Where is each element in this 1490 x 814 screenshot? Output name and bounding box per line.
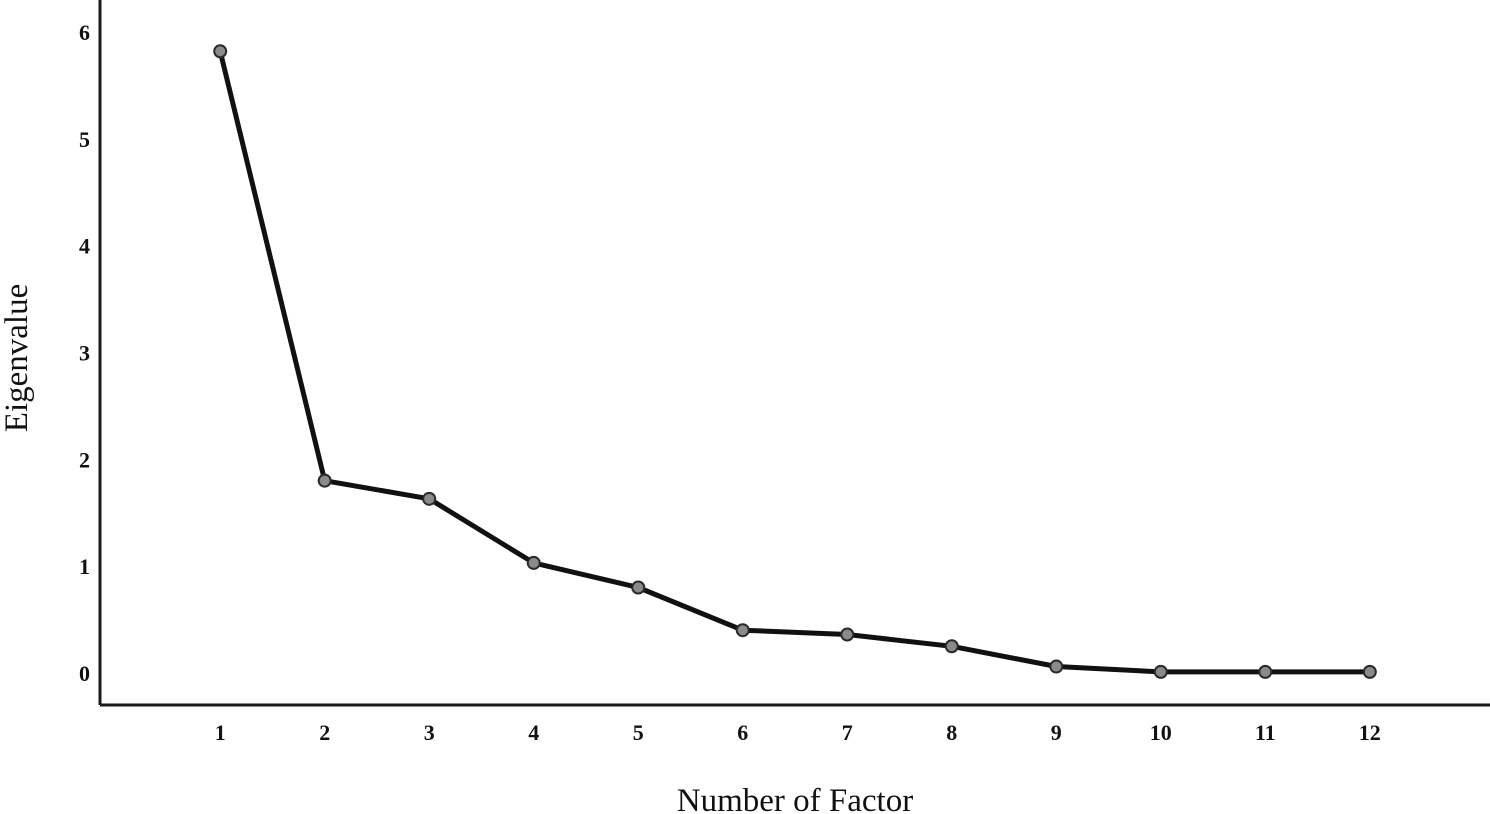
x-tick-label: 10 — [1150, 720, 1172, 745]
x-tick-label: 9 — [1051, 720, 1062, 745]
data-point — [840, 627, 855, 642]
y-tick-label: 6 — [79, 20, 90, 45]
y-tick-label: 3 — [79, 341, 90, 366]
data-point — [317, 473, 332, 488]
x-axis-title: Number of Factor — [677, 783, 913, 814]
x-tick-label: 4 — [528, 720, 539, 745]
x-tick-label: 5 — [633, 720, 644, 745]
data-point — [735, 623, 750, 638]
y-tick-label: 2 — [79, 447, 90, 472]
data-point — [1362, 664, 1377, 679]
x-tick-label: 7 — [842, 720, 853, 745]
eigenvalue-series-line — [217, 48, 1373, 675]
x-tick-label: 11 — [1255, 720, 1276, 745]
data-point — [1153, 664, 1168, 679]
y-axis-title: Eigenvalue — [0, 284, 35, 432]
x-tick-label: 2 — [319, 720, 330, 745]
y-tick-label: 4 — [79, 234, 90, 259]
x-tick-label: 12 — [1359, 720, 1381, 745]
data-point — [526, 555, 541, 570]
x-tick-label: 8 — [946, 720, 957, 745]
data-point — [1258, 664, 1273, 679]
x-tick-label: 1 — [215, 720, 226, 745]
y-tick-label: 5 — [79, 127, 90, 152]
x-tick-label: 6 — [737, 720, 748, 745]
y-tick-label: 0 — [79, 661, 90, 686]
data-point — [422, 491, 437, 506]
x-axis-ticks: 1 2 3 4 5 6 7 8 9 10 11 12 — [215, 720, 1381, 745]
data-point — [631, 580, 646, 595]
y-tick-label: 1 — [79, 554, 90, 579]
data-point — [1049, 659, 1064, 674]
y-axis-ticks: 0 1 2 3 4 5 6 — [79, 20, 90, 686]
eigenvalue-series-points — [213, 44, 1377, 679]
x-tick-label: 3 — [424, 720, 435, 745]
data-point — [213, 44, 228, 59]
data-point — [944, 639, 959, 654]
